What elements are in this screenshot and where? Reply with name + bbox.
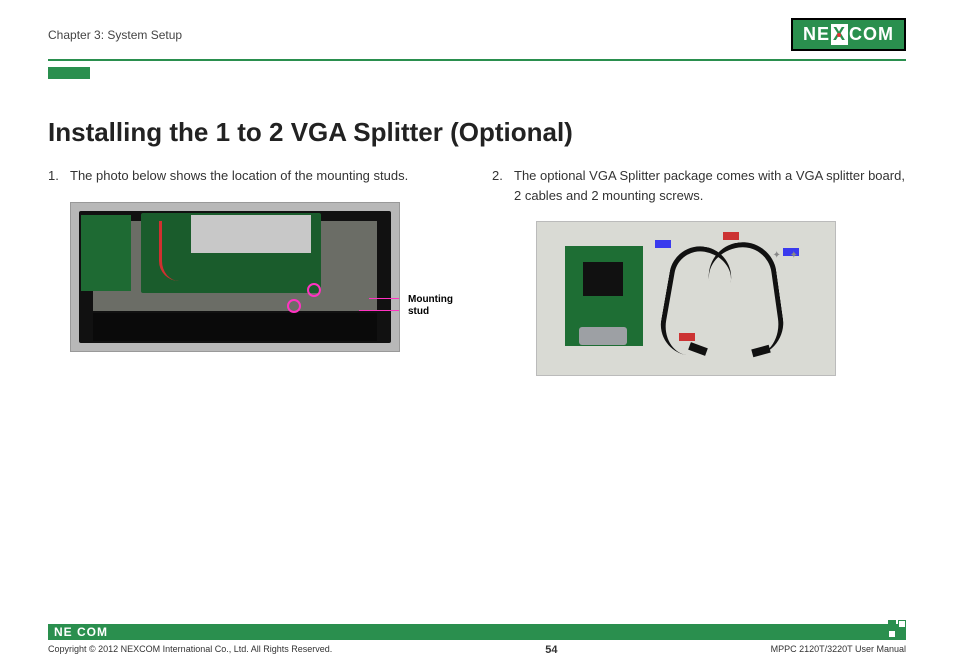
column-right: 2. The optional VGA Splitter package com… [492, 166, 906, 376]
callout-line-1 [369, 298, 400, 299]
brand-logo: NEXCOM [791, 18, 906, 51]
step-2-text: The optional VGA Splitter package comes … [514, 166, 906, 205]
step-2: 2. The optional VGA Splitter package com… [492, 166, 906, 205]
connector-1 [655, 240, 671, 248]
callout-line-2 [359, 310, 400, 311]
photo-splitter-kit: ✦ ✦ [536, 221, 836, 376]
step-1-number: 1. [48, 166, 62, 186]
content-columns: 1. The photo below shows the location of… [0, 166, 954, 376]
photo-mounting-studs [70, 202, 400, 352]
page-header: Chapter 3: System Setup NEXCOM [0, 0, 954, 59]
manual-name: MPPC 2120T/3220T User Manual [771, 644, 906, 656]
step-1: 1. The photo below shows the location of… [48, 166, 462, 186]
callout-label: Mounting stud [408, 294, 468, 318]
connector-4 [679, 333, 695, 341]
pcb-left-graphic [81, 215, 131, 291]
logo-part-ne: NE [803, 24, 830, 45]
footer-line: Copyright © 2012 NEXCOM International Co… [48, 644, 906, 656]
connector-2 [723, 232, 739, 240]
callout-label-line1: Mounting [408, 294, 453, 305]
copyright-text: Copyright © 2012 NEXCOM International Co… [48, 644, 332, 656]
chapter-label: Chapter 3: System Setup [48, 28, 182, 42]
ornament-sq [888, 630, 896, 638]
page-footer: NE COM Copyright © 2012 NEXCOM Internati… [0, 624, 954, 656]
splitter-chip-graphic [583, 262, 623, 296]
step-2-number: 2. [492, 166, 506, 205]
accent-bar [48, 67, 94, 79]
logo-part-x: X [831, 24, 848, 45]
callout-label-line2: stud [408, 306, 429, 317]
sata-cable-graphic [159, 221, 189, 281]
logo-part-com: COM [849, 24, 894, 45]
footer-logo: NE COM [54, 625, 108, 639]
column-left: 1. The photo below shows the location of… [48, 166, 462, 376]
ornament-sq [898, 630, 906, 638]
ornament-sq [898, 620, 906, 628]
photo-1-wrap: Mounting stud [70, 202, 462, 352]
step-1-text: The photo below shows the location of th… [70, 166, 408, 186]
bottom-strip-graphic [93, 313, 377, 341]
screws-graphic: ✦ ✦ [772, 250, 801, 261]
stud-marker-1 [307, 283, 321, 297]
heatsink-graphic [191, 215, 311, 253]
page-number: 54 [545, 644, 557, 656]
footer-ornament [888, 620, 906, 638]
footer-bar: NE COM [48, 624, 906, 640]
stud-marker-2 [287, 299, 301, 313]
ornament-sq [888, 620, 896, 628]
page-title: Installing the 1 to 2 VGA Splitter (Opti… [48, 117, 906, 148]
vga-port-graphic [579, 327, 627, 345]
header-rule [48, 59, 906, 61]
